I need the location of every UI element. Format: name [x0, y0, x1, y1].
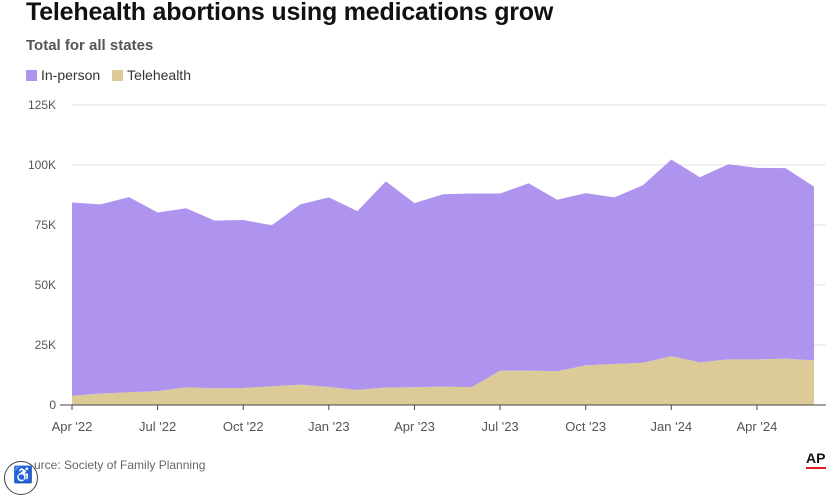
x-tick-label: Apr '22 [52, 419, 93, 434]
legend-label-in-person: In-person [41, 67, 101, 83]
y-tick-label: 75K [35, 218, 56, 232]
ap-logo: AP [806, 450, 826, 466]
stacked-area-chart: 0 25K 50K 75K 100K 125K Apr '22 Jul '22 Oct '22 J… [28, 98, 826, 434]
chart-subtitle: Total for all states [26, 37, 154, 54]
x-tick-label: Oct '22 [223, 419, 264, 434]
x-tick-label: Apr '24 [737, 419, 778, 434]
accessibility-icon[interactable] [4, 461, 38, 495]
x-tick-label: Apr '23 [394, 419, 435, 434]
area-telehealth [72, 356, 814, 405]
area-in-person [72, 159, 814, 396]
y-tick-label: 50K [35, 278, 56, 292]
source-note: urce: Society of Family Planning [34, 458, 206, 472]
y-tick-label: 25K [35, 338, 56, 352]
y-tick-label: 100K [28, 158, 56, 172]
legend: In-person Telehealth [26, 67, 191, 83]
legend-item-in-person: In-person [26, 67, 100, 83]
legend-swatch-in-person [26, 69, 37, 81]
legend-item-telehealth: Telehealth [112, 67, 191, 83]
x-tick-label: Oct '23 [565, 419, 606, 434]
x-tick-label: Jan '24 [651, 419, 693, 434]
y-tick-label: 0 [49, 398, 56, 412]
x-tick-label: Jul '23 [481, 419, 518, 434]
ap-logo-underline [806, 467, 826, 469]
y-tick-label: 125K [28, 98, 56, 112]
x-tick-label: Jul '22 [139, 419, 176, 434]
chart-title: Telehealth abortions using medications g… [26, 0, 554, 26]
legend-label-telehealth: Telehealth [127, 67, 191, 83]
x-tick-label: Jan '23 [308, 419, 350, 434]
legend-swatch-telehealth [112, 69, 124, 81]
